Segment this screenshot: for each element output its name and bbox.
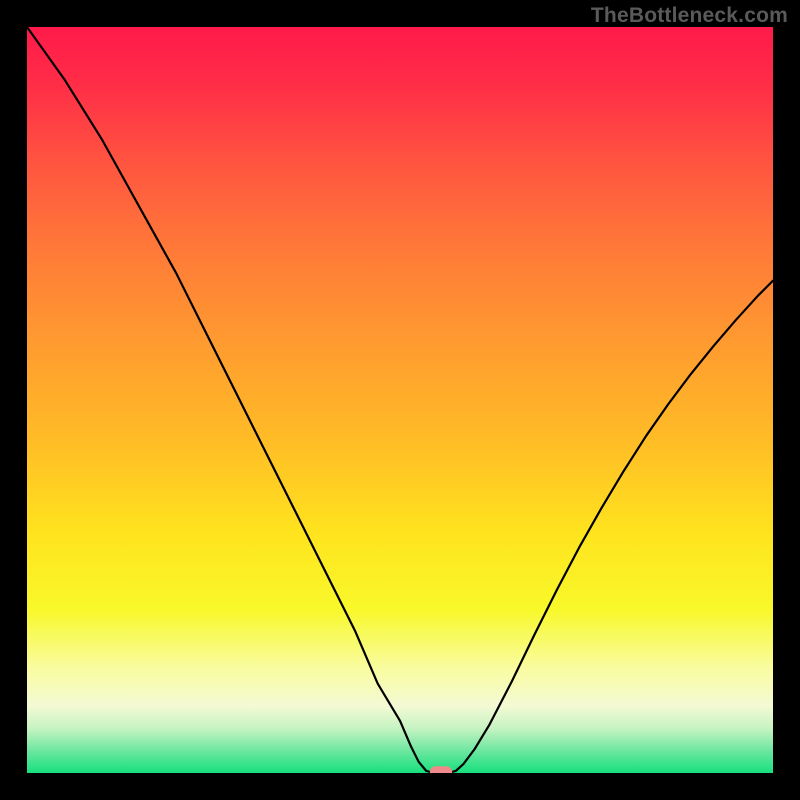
frame-border-bottom [0,773,800,800]
chart-container: TheBottleneck.com [0,0,800,800]
bottleneck-chart [0,0,800,800]
plot-background [27,27,773,773]
watermark-text: TheBottleneck.com [591,4,788,28]
frame-border-right [773,0,800,800]
frame-border-left [0,0,27,800]
